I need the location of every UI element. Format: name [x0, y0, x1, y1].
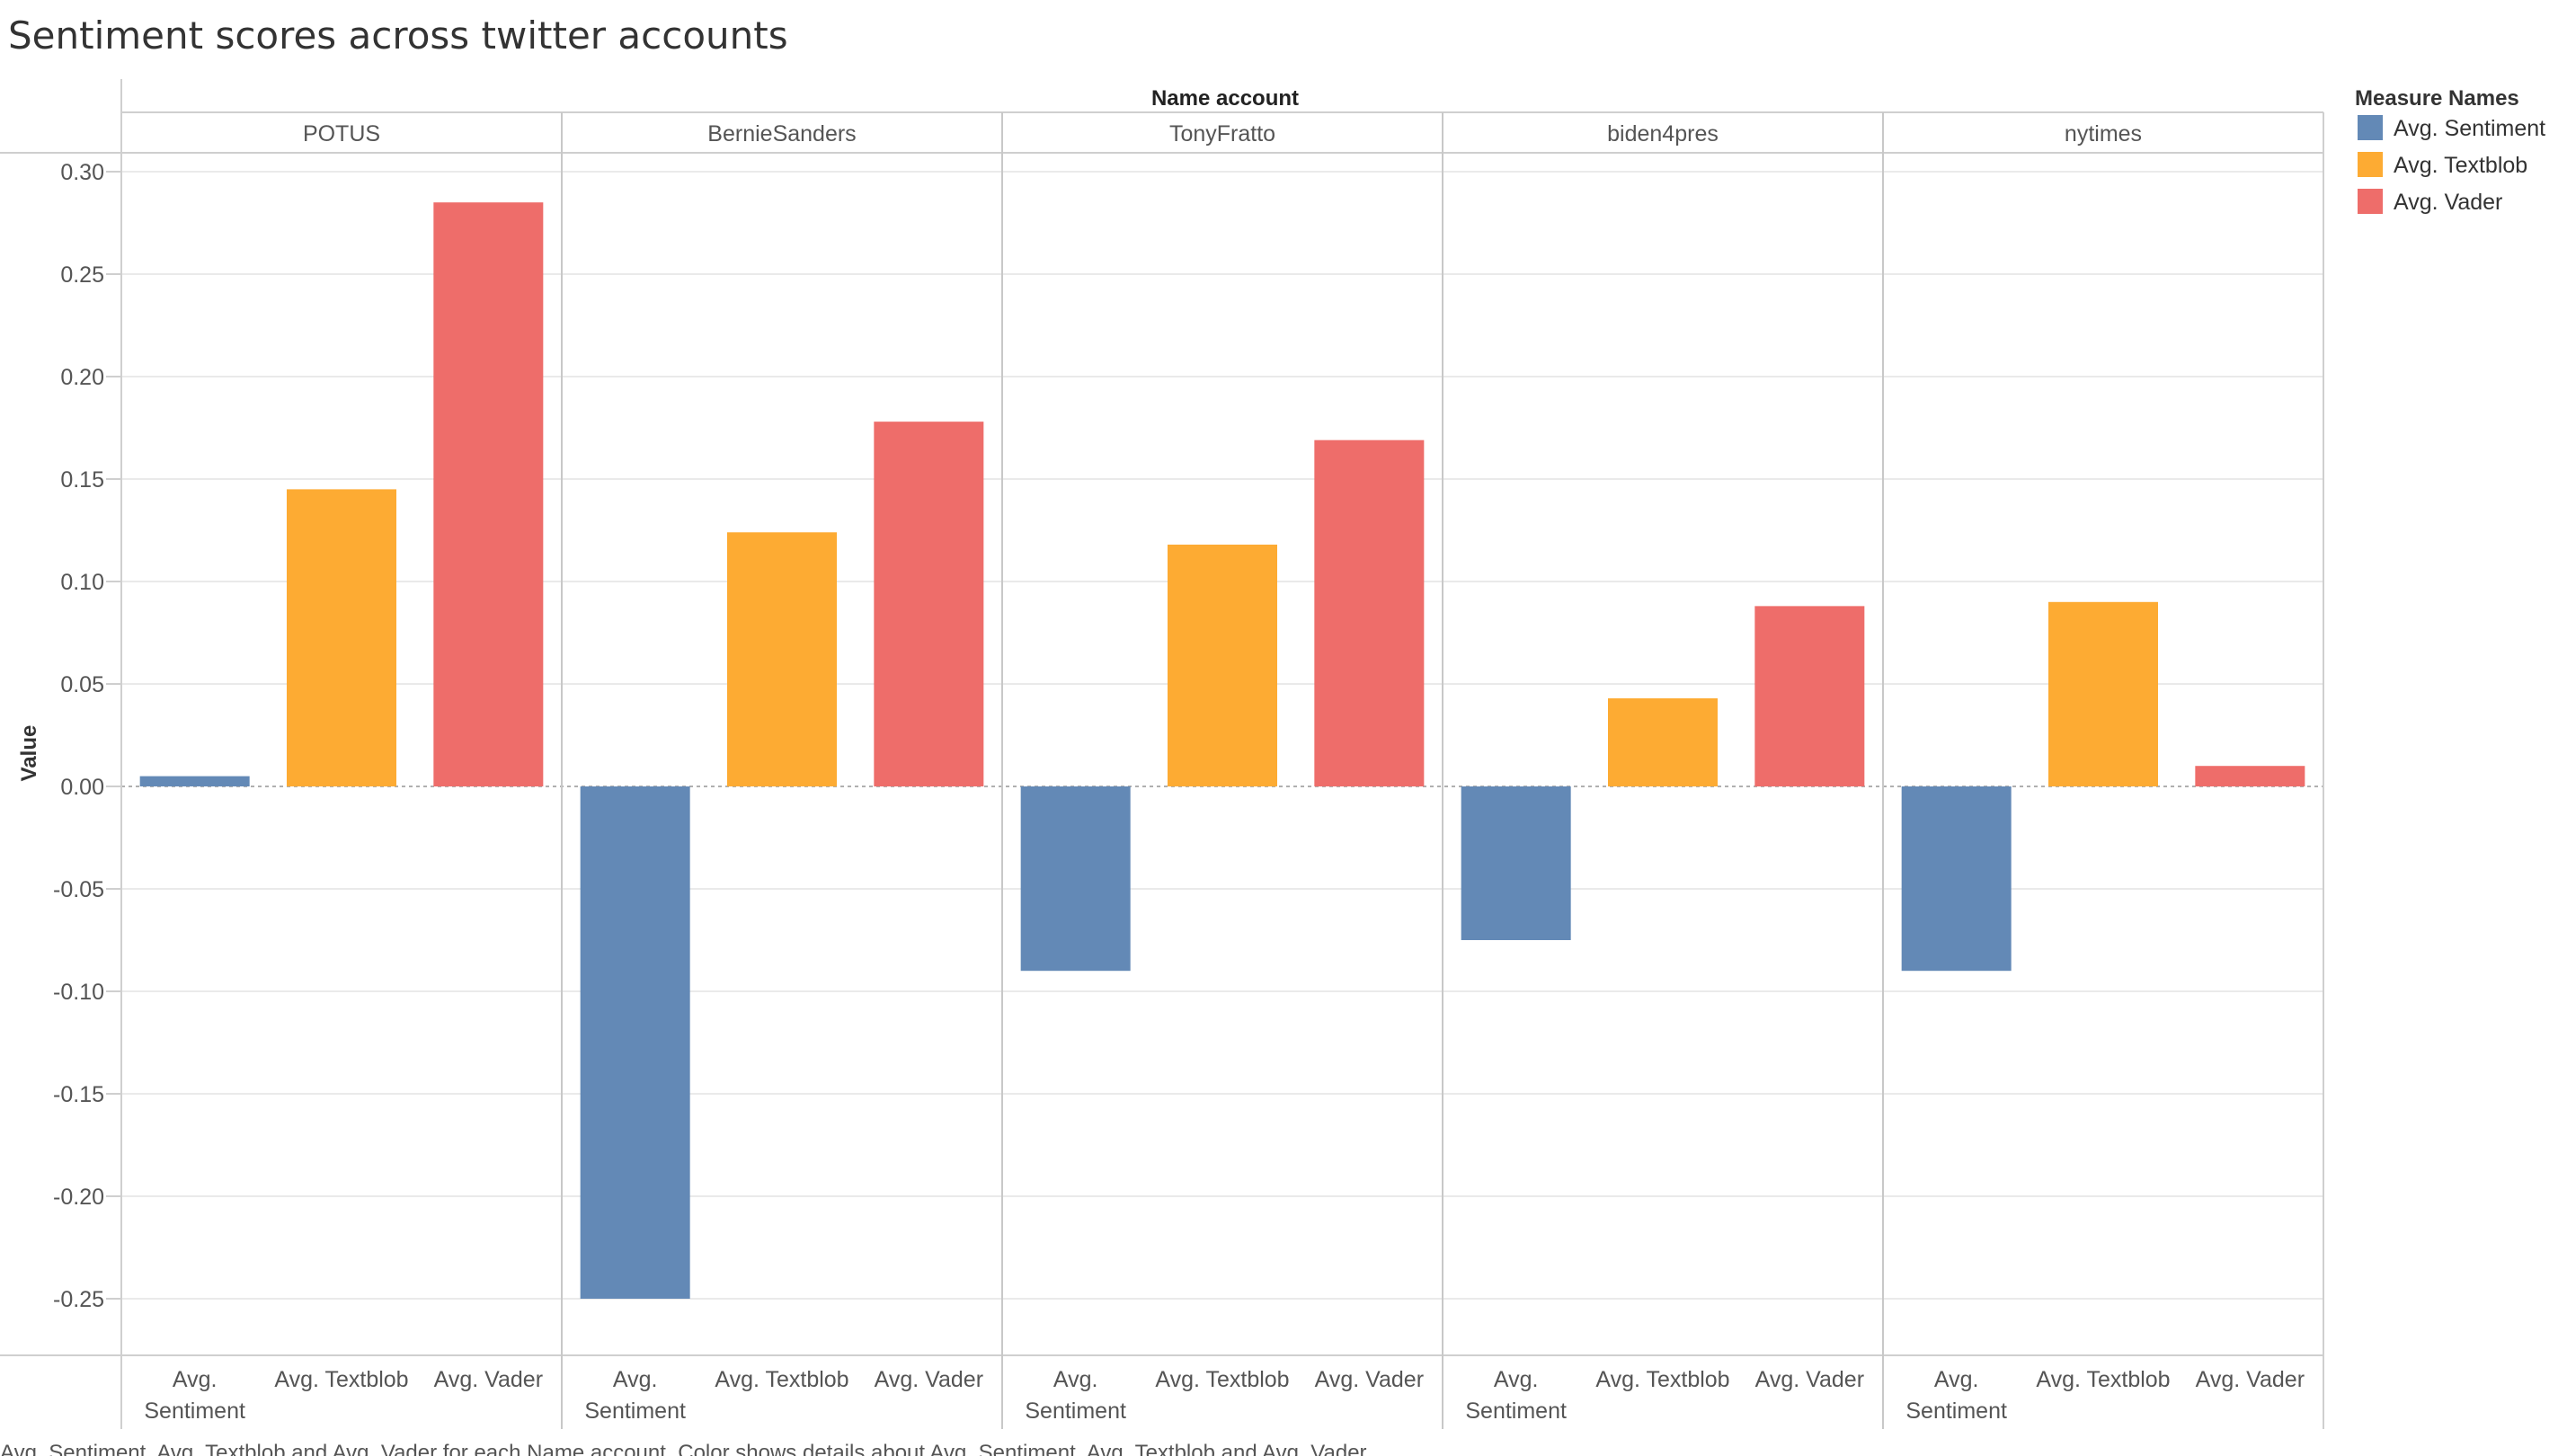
x-tick-label: Avg.: [1934, 1367, 1979, 1392]
group-label: POTUS: [303, 121, 380, 146]
bar: [1901, 786, 2012, 972]
x-tick-label: Sentiment: [1905, 1398, 2007, 1424]
x-tick-label: Avg. Textblob: [2036, 1367, 2170, 1392]
bar: [727, 532, 837, 786]
group-label: BernieSanders: [707, 121, 856, 146]
y-tick-label: -0.05: [53, 877, 104, 902]
group-label: TonyFratto: [1169, 121, 1275, 146]
bar: [1608, 697, 1718, 786]
legend-title: Measure Names: [2355, 86, 2519, 111]
x-tick-label: Avg. Vader: [1755, 1367, 1864, 1392]
x-tick-label: Avg. Textblob: [1155, 1367, 1289, 1392]
x-tick-label: Avg.: [1494, 1367, 1539, 1392]
x-tick-label: Avg. Textblob: [274, 1367, 408, 1392]
bar: [1314, 439, 1425, 786]
y-tick-label: 0.00: [60, 775, 104, 800]
bar: [139, 776, 250, 786]
y-tick-label: 0.25: [60, 262, 104, 288]
plot-area: 0.30 0.25 0.20 0.15 0.10 0.05 0.00 -0.05 -0.10 -0…: [0, 79, 2545, 1429]
x-tick-label: Avg. Vader: [875, 1367, 983, 1392]
legend-swatch: [2358, 152, 2383, 177]
legend-item-label: Avg. Textblob: [2394, 153, 2527, 178]
y-tick-label: -0.15: [53, 1082, 104, 1107]
x-tick-label: Avg.: [1053, 1367, 1098, 1392]
y-axis-title: Value: [17, 725, 41, 782]
bar: [1461, 786, 1571, 940]
x-tick-label: Sentiment: [144, 1398, 245, 1424]
x-tick-label: Sentiment: [1465, 1398, 1567, 1424]
bar: [287, 489, 396, 786]
legend-swatch: [2358, 115, 2383, 140]
y-tick-label: 0.20: [60, 365, 104, 390]
y-tick-label: -0.25: [53, 1287, 104, 1312]
chart-caption: Avg. Sentiment, Avg. Textblob and Avg. V…: [0, 1441, 1372, 1456]
x-tick-label: Sentiment: [1025, 1398, 1126, 1424]
legend-item-label: Avg. Sentiment: [2394, 116, 2545, 141]
y-tick-label: -0.10: [53, 980, 104, 1005]
x-tick-label: Avg. Vader: [434, 1367, 543, 1392]
bar: [1020, 786, 1131, 972]
bar: [1754, 606, 1865, 786]
y-tick-label: 0.15: [60, 467, 104, 493]
legend-swatch: [2358, 189, 2383, 214]
x-tick-label: Sentiment: [584, 1398, 686, 1424]
y-tick-label: 0.05: [60, 672, 104, 697]
x-tick-label: Avg. Textblob: [1595, 1367, 1729, 1392]
x-tick-label: Avg. Vader: [1315, 1367, 1424, 1392]
column-header: Name account: [1151, 86, 1299, 111]
bar: [2048, 601, 2158, 786]
y-tick-label: 0.10: [60, 570, 104, 595]
x-tick-label: Avg.: [173, 1367, 218, 1392]
x-tick-label: Avg. Textblob: [715, 1367, 848, 1392]
chart-title: Sentiment scores across twitter accounts: [8, 13, 788, 58]
bar: [1168, 544, 1277, 786]
bar: [874, 422, 984, 786]
x-tick-label: Avg.: [613, 1367, 658, 1392]
y-tick-label: -0.20: [53, 1185, 104, 1210]
group-label: nytimes: [2065, 121, 2142, 146]
y-tick-label: 0.30: [60, 160, 104, 185]
bar: [2195, 766, 2305, 786]
bar: [433, 202, 544, 786]
legend-item-label: Avg. Vader: [2394, 190, 2502, 215]
bar: [580, 786, 690, 1299]
x-tick-label: Avg. Vader: [2196, 1367, 2305, 1392]
group-label: biden4pres: [1607, 121, 1719, 146]
